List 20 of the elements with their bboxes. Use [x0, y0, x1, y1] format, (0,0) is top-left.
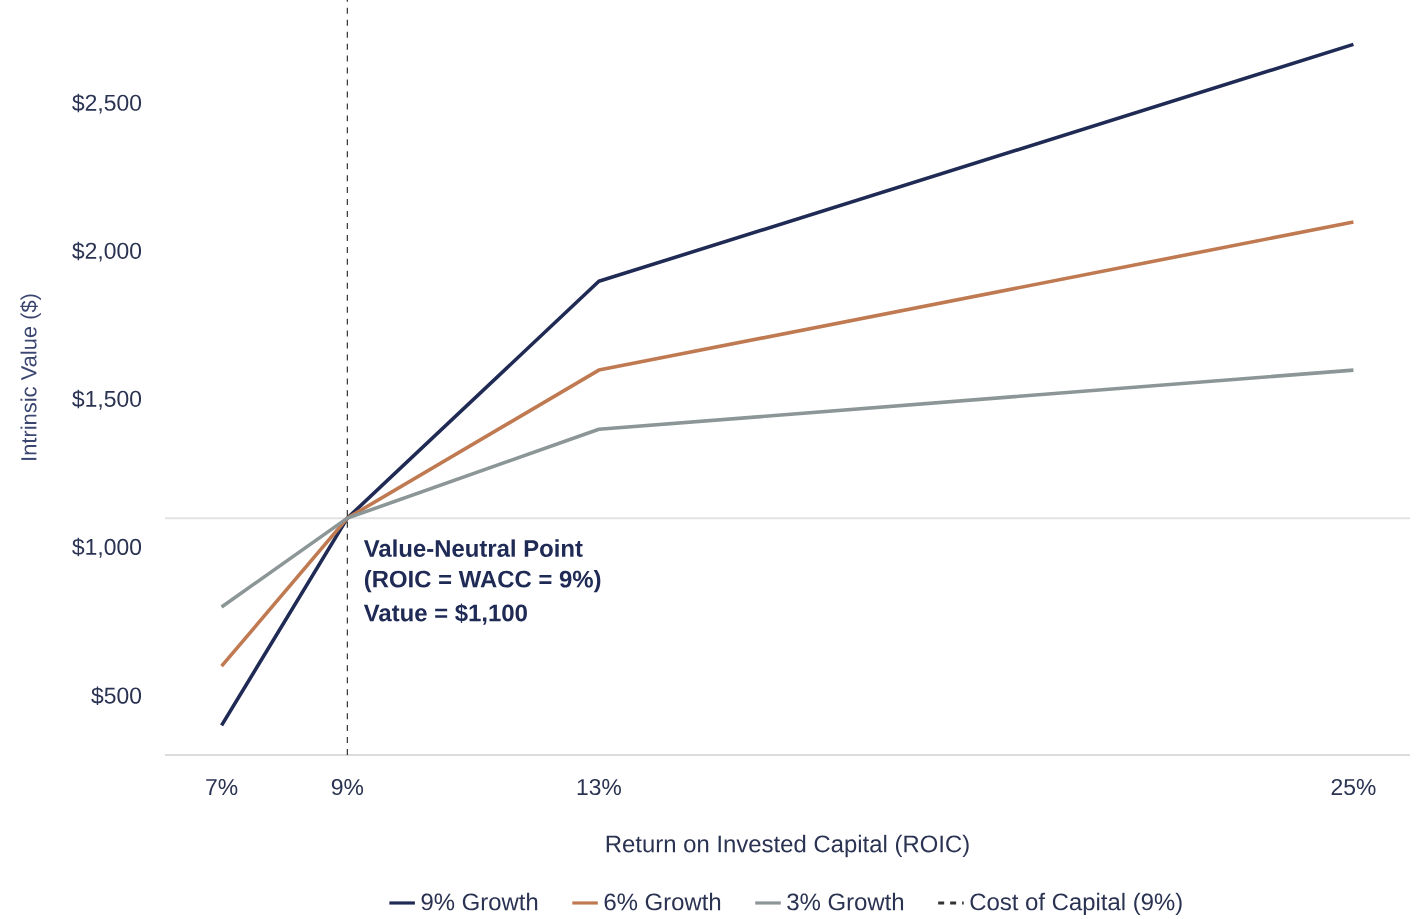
legend-label: 6% Growth [604, 892, 721, 911]
legend-label: Cost of Capital (9%) [970, 892, 1182, 916]
y-tick-label: $1,500 [72, 389, 142, 410]
y-tick-label: $1,000 [72, 537, 142, 558]
y-axis-title: Intrinsic Value ($) [20, 294, 41, 460]
x-tick-label: 25% [1331, 778, 1376, 796]
x-tick-label: 7% [206, 778, 238, 796]
legend-label: 3% Growth [787, 892, 904, 911]
y-tick-label: $2,500 [72, 93, 142, 114]
x-axis-title: Return on Invested Capital (ROIC) [606, 834, 969, 858]
line-series [219, 42, 1356, 728]
annotation: (ROIC = WACC = 9%) [364, 570, 601, 593]
x-tick-label: 9% [331, 778, 364, 796]
line-series [219, 220, 1356, 668]
annotation: Value-Neutral Point [363, 539, 583, 557]
y-tick-label: $2,000 [72, 241, 142, 262]
legend-label: 9% Growth [421, 892, 538, 911]
annotation: Vatue = $1,100 [363, 603, 527, 625]
x-tick-label: 13% [577, 778, 621, 796]
y-tick-label: $500 [91, 686, 142, 706]
